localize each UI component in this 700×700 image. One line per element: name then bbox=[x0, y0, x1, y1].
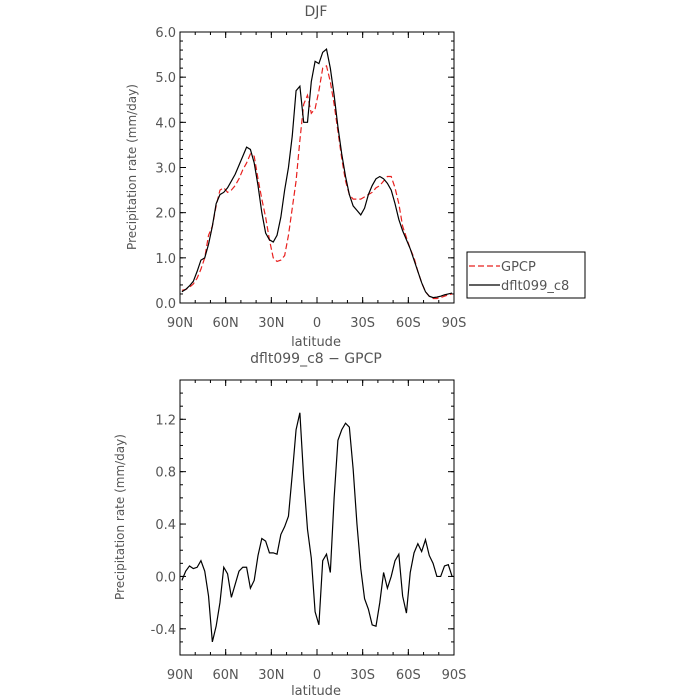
bottom-x-tick-label: 60N bbox=[213, 668, 239, 683]
top-x-axis-label: latitude bbox=[291, 335, 341, 350]
top-y-tick-label: 0.0 bbox=[155, 297, 176, 312]
legend: GPCP dflt099_c8 bbox=[466, 251, 586, 299]
bottom-x-axis-label: latitude bbox=[291, 684, 341, 699]
bottom-y-axis: -0.4 0.0 0.4 0.8 1.2 bbox=[151, 379, 454, 643]
bottom-x-tick-label: 30N bbox=[258, 668, 284, 683]
top-x-tick-label: 90S bbox=[442, 316, 467, 331]
top-x-tick-label: 60S bbox=[396, 316, 421, 331]
top-x-tick-label: 30S bbox=[350, 316, 375, 331]
bottom-series-dflt099-c8-gpcp bbox=[181, 412, 453, 643]
bottom-y-tick-label: 0.0 bbox=[155, 570, 176, 585]
top-panel: DJF 0.0 1.0 2.0 3.0 4.0 5.0 6.0 90N 60N 30N 0 30S 6… bbox=[125, 4, 466, 350]
top-x-tick-label: 30N bbox=[258, 316, 284, 331]
top-x-tick-label: 90N bbox=[167, 316, 193, 331]
top-plot-frame bbox=[179, 31, 455, 304]
top-y-axis-label: Precipitation rate (mm/day) bbox=[125, 84, 139, 250]
legend-gpcp-label: GPCP bbox=[501, 260, 536, 275]
bottom-x-tick-label: 0 bbox=[313, 668, 321, 683]
legend-model-label: dflt099_c8 bbox=[501, 279, 569, 294]
bottom-y-tick-label: 1.2 bbox=[155, 413, 176, 428]
top-x-tick-label: 0 bbox=[313, 316, 321, 331]
top-y-tick-label: 5.0 bbox=[155, 71, 176, 86]
bottom-y-tick-label: -0.4 bbox=[151, 623, 176, 638]
bottom-y-axis-label: Precipitation rate (mm/day) bbox=[113, 434, 127, 600]
top-y-tick-label: 3.0 bbox=[155, 162, 176, 177]
top-series-dflt099-c8 bbox=[181, 48, 453, 299]
top-y-axis: 0.0 1.0 2.0 3.0 4.0 5.0 6.0 bbox=[155, 26, 454, 312]
top-y-tick-label: 4.0 bbox=[155, 116, 176, 131]
top-y-tick-label: 1.0 bbox=[155, 252, 176, 267]
top-x-tick-label: 60N bbox=[213, 316, 239, 331]
bottom-y-tick-label: 0.8 bbox=[155, 466, 176, 481]
bottom-x-tick-label: 60S bbox=[396, 668, 421, 683]
bottom-y-tick-label: 0.4 bbox=[155, 518, 176, 533]
top-series-group bbox=[181, 48, 453, 300]
bottom-x-tick-label: 30S bbox=[350, 668, 375, 683]
bottom-panel: dflt099_c8 − GPCP -0.4 0.0 0.4 0.8 1.2 90N 60… bbox=[113, 351, 466, 699]
top-y-tick-label: 6.0 bbox=[155, 26, 176, 41]
bottom-chart-title: dflt099_c8 − GPCP bbox=[250, 351, 382, 367]
top-series-gpcp bbox=[181, 64, 453, 300]
legend-box bbox=[466, 251, 586, 299]
bottom-x-axis: 90N 60N 30N 0 30S 60S 90S bbox=[167, 380, 467, 683]
bottom-x-tick-label: 90N bbox=[167, 668, 193, 683]
top-chart-title: DJF bbox=[305, 4, 328, 20]
bottom-x-tick-label: 90S bbox=[442, 668, 467, 683]
bottom-series-group bbox=[181, 412, 453, 643]
bottom-plot-frame bbox=[179, 379, 455, 656]
top-x-axis: 90N 60N 30N 0 30S 60S 90S bbox=[167, 32, 467, 331]
top-y-tick-label: 2.0 bbox=[155, 207, 176, 222]
